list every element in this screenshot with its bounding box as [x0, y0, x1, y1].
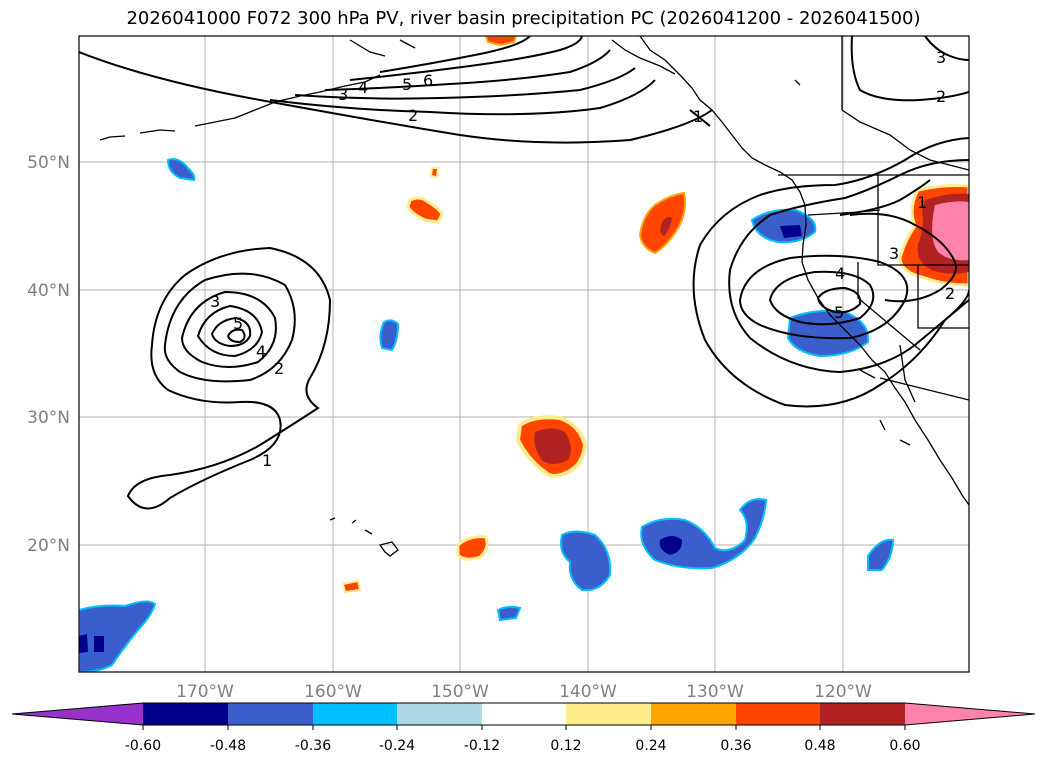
contour-label: 4: [358, 78, 368, 97]
lat-tick: 20°N: [27, 536, 70, 556]
contour-label: 5: [402, 75, 412, 94]
colorbar-tick: 0.36: [720, 738, 751, 754]
colorbar-bin: [143, 703, 228, 725]
map-frame: [78, 35, 970, 673]
precip-positive-areas: [341, 36, 969, 594]
colorbar-tick: -0.48: [210, 738, 246, 754]
colorbar-tick: -0.60: [125, 738, 161, 754]
contour-label: 4: [256, 342, 266, 361]
contour-label: 5: [233, 314, 243, 333]
contour-label: 4: [835, 264, 845, 283]
colorbar-extend-left: [12, 703, 143, 725]
colorbar-bin: [820, 703, 905, 725]
latitude-ticks: 50°N 40°N 30°N 20°N: [27, 153, 70, 556]
colorbar-bin: [313, 703, 397, 725]
lon-tick: 160°W: [304, 682, 362, 702]
contour-label: 3: [210, 292, 220, 311]
contour-label: 2: [274, 359, 284, 378]
contour-label: 3: [936, 48, 946, 67]
colorbar-tick: -0.12: [464, 738, 500, 754]
longitude-ticks: 170°W 160°W 150°W 140°W 130°W 120°W: [176, 682, 872, 702]
colorbar-bin: [566, 703, 651, 725]
lon-tick: 130°W: [686, 682, 744, 702]
contour-label: 1: [917, 193, 927, 212]
contour-labels: 1 2 3 4 5 6 1 2 3 4 5 2 3 4 5 3: [210, 48, 955, 470]
lon-tick: 170°W: [176, 682, 234, 702]
colorbar-tick: -0.36: [295, 738, 331, 754]
colorbar-tick: 0.24: [635, 738, 666, 754]
contour-label: 2: [408, 106, 418, 125]
contour-label: 1: [693, 107, 703, 126]
contour-label: 6: [423, 71, 433, 90]
map-title: 2026041000 F072 300 hPa PV, river basin …: [126, 8, 921, 29]
colorbar-tick: 0.48: [804, 738, 835, 754]
contour-label: 1: [262, 451, 272, 470]
contour-label: 5: [834, 303, 844, 322]
contour-label: 3: [338, 85, 348, 104]
west-low-labels: 1 2 3 4 5: [210, 292, 284, 470]
colorbar-bin: [482, 703, 566, 725]
contour-label: 3: [889, 244, 899, 263]
lat-tick: 30°N: [27, 408, 70, 428]
colorbar-tick: 0.12: [550, 738, 581, 754]
colorbar-ticks: -0.60 -0.48 -0.36 -0.24 -0.12 0.12 0.24 …: [125, 738, 921, 754]
lat-tick: 50°N: [27, 153, 70, 173]
colorbar-bin: [736, 703, 820, 725]
lat-tick: 40°N: [27, 281, 70, 301]
colorbar-tick: 0.60: [889, 738, 920, 754]
contour-label: 2: [936, 87, 946, 106]
lon-tick: 140°W: [559, 682, 617, 702]
colorbar: -0.60 -0.48 -0.36 -0.24 -0.12 0.12 0.24 …: [11, 702, 1036, 754]
lon-tick: 150°W: [431, 682, 489, 702]
colorbar-bin: [228, 703, 313, 725]
colorbar-extend-right: [905, 703, 1035, 725]
pv-contours: [79, 36, 969, 510]
north-jet-labels: 1 2 3 4 5 6: [338, 71, 703, 126]
corner-labels: 3 2: [936, 48, 946, 106]
contour-label: 2: [945, 284, 955, 303]
colorbar-bin: [651, 703, 736, 725]
colorbar-bin: [397, 703, 482, 725]
lon-tick: 120°W: [814, 682, 872, 702]
colorbar-tick: -0.24: [379, 738, 415, 754]
east-low-labels: 2 3 4 5: [834, 244, 955, 322]
